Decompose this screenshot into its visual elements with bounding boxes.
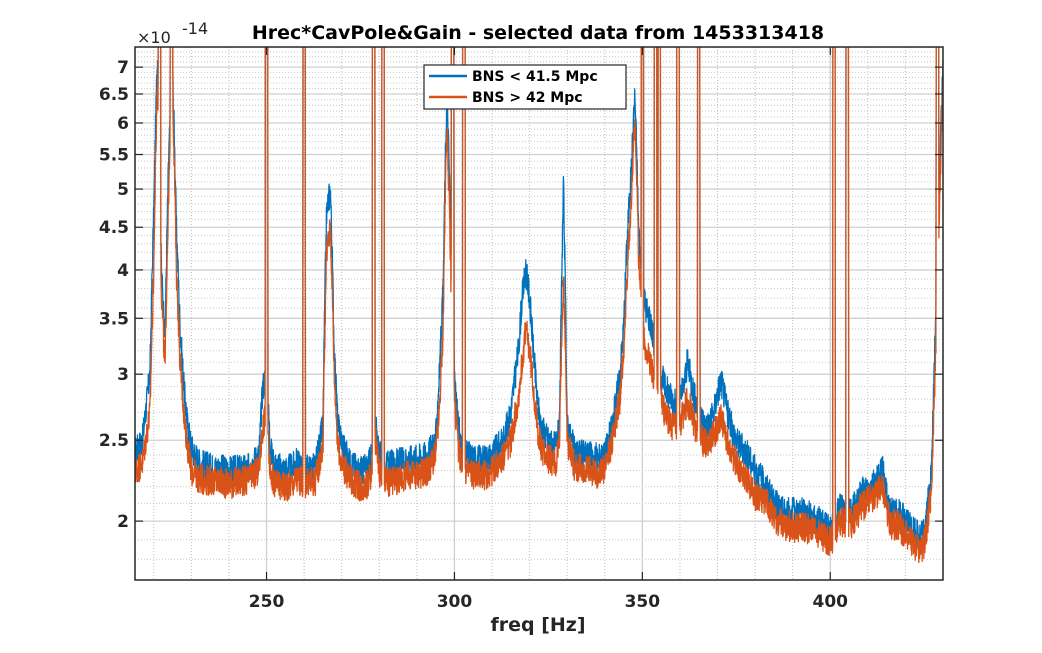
y-multiplier-label: ×10: [137, 28, 171, 47]
y-tick-label: 3: [117, 365, 129, 385]
chart-title: Hrec*CavPole&Gain - selected data from 1…: [252, 22, 824, 44]
axes-box: [134, 46, 944, 581]
y-tick-label: 5.5: [99, 146, 129, 166]
y-tick-label: 2: [117, 512, 129, 532]
series-line-2: [135, 47, 943, 564]
series-layer: [135, 47, 943, 564]
y-axis: 2 2.5 3 3.5 4 4.5 5 5.5 6 6.5 7: [99, 58, 943, 532]
y-tick-label: 7: [117, 58, 129, 78]
x-tick-label: 300: [437, 592, 473, 612]
legend-label-series-1: BNS < 41.5 Mpc: [472, 69, 598, 85]
x-axis-label: freq [Hz]: [490, 614, 585, 636]
x-axis: 250 300 350 400: [249, 47, 848, 612]
y-tick-label: 6.5: [99, 85, 129, 105]
x-tick-label: 400: [813, 592, 849, 612]
y-tick-label: 3.5: [99, 309, 129, 329]
y-tick-label: 4.5: [99, 218, 129, 238]
axes-background: [135, 47, 943, 580]
y-tick-label: 4: [117, 261, 129, 281]
y-multiplier-exponent: -14: [182, 19, 208, 38]
y-tick-label: 5: [117, 180, 129, 200]
x-tick-label: 350: [625, 592, 661, 612]
x-tick-label: 250: [249, 592, 285, 612]
legend-label-series-2: BNS > 42 Mpc: [472, 90, 583, 106]
legend: BNS < 41.5 Mpc BNS > 42 Mpc: [423, 64, 627, 110]
y-tick-label: 2.5: [99, 431, 129, 451]
legend-box: [423, 64, 627, 110]
y-tick-label: 6: [117, 114, 129, 134]
